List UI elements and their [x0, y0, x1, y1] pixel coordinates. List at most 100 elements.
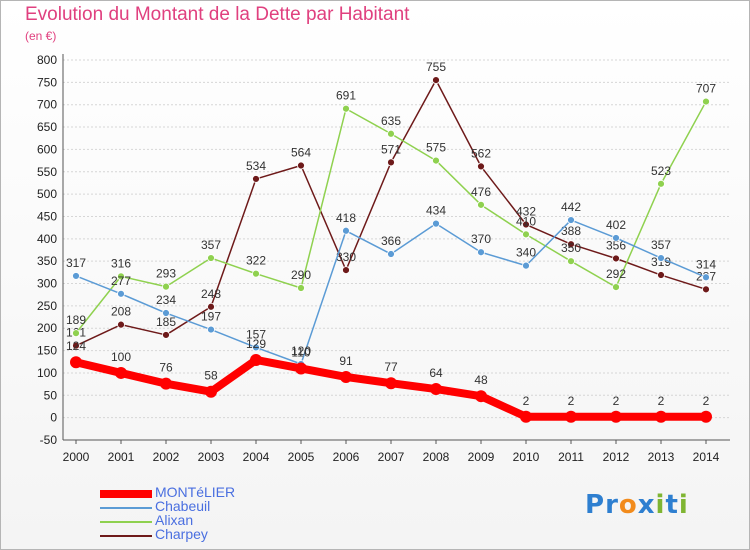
data-point — [252, 269, 260, 278]
y-tick-label: 800 — [37, 53, 57, 67]
data-label: 157 — [246, 327, 266, 341]
x-tick-label: 2006 — [333, 450, 360, 464]
data-point — [385, 377, 397, 390]
data-point — [252, 175, 260, 183]
data-label: 370 — [471, 232, 491, 246]
data-point — [340, 370, 352, 383]
data-label: 290 — [291, 268, 311, 282]
data-label: 330 — [336, 250, 356, 264]
data-point — [342, 266, 350, 275]
data-point — [297, 161, 305, 170]
logo-letter: o — [618, 490, 638, 520]
y-tick-label: 450 — [37, 209, 57, 223]
data-label: 2 — [568, 394, 575, 408]
x-tick-label: 2010 — [513, 450, 540, 464]
data-point — [610, 410, 622, 423]
y-tick-label: 200 — [37, 321, 57, 335]
x-tick-label: 2008 — [423, 450, 450, 464]
y-tick-label: 600 — [37, 142, 57, 156]
data-point — [387, 158, 395, 167]
data-point — [162, 331, 170, 339]
data-point — [612, 254, 620, 263]
data-label: 707 — [696, 82, 716, 96]
y-tick-label: -50 — [40, 433, 58, 447]
data-point — [250, 353, 262, 366]
data-label: 319 — [651, 255, 671, 269]
data-point — [655, 410, 667, 423]
y-tick-label: 750 — [37, 75, 57, 89]
data-label: 316 — [111, 256, 131, 270]
y-tick-label: 500 — [37, 187, 57, 201]
data-label: 418 — [336, 211, 356, 225]
data-label: 124 — [66, 339, 86, 353]
legend-label: Charpey — [155, 526, 208, 542]
x-tick-label: 2003 — [198, 450, 225, 464]
data-point — [252, 343, 260, 352]
y-tick-label: 650 — [37, 120, 57, 134]
data-point — [477, 162, 485, 171]
data-label: 691 — [336, 89, 356, 103]
data-label: 2 — [523, 394, 530, 408]
data-point — [432, 219, 440, 228]
data-point — [207, 254, 215, 262]
data-label: 2 — [658, 394, 665, 408]
data-point — [477, 248, 485, 257]
y-tick-label: 50 — [44, 388, 58, 402]
x-tick-label: 2013 — [648, 450, 675, 464]
data-point — [612, 234, 620, 242]
data-label: 322 — [246, 254, 266, 268]
data-label: 110 — [291, 345, 310, 359]
data-point — [160, 377, 172, 390]
legend-label: Chabeuil — [155, 498, 211, 514]
data-point — [475, 390, 487, 403]
data-label: 76 — [159, 361, 173, 375]
chart-title: Evolution du Montant de la Dette par Hab… — [25, 4, 410, 25]
data-point — [387, 250, 395, 258]
data-label: 442 — [561, 200, 581, 214]
data-point — [72, 272, 80, 280]
data-point — [432, 156, 440, 165]
data-point — [522, 261, 530, 270]
data-point — [657, 179, 665, 188]
x-tick-label: 2004 — [243, 450, 270, 464]
data-point — [430, 383, 442, 396]
data-point — [657, 254, 665, 262]
data-point — [432, 76, 440, 85]
data-label: 402 — [606, 218, 626, 232]
data-label: 293 — [156, 267, 176, 281]
x-tick-label: 2014 — [693, 450, 720, 464]
data-point — [117, 272, 125, 281]
data-label: 571 — [381, 142, 401, 156]
data-label: 523 — [651, 164, 671, 178]
data-label: 356 — [606, 238, 626, 252]
x-tick-label: 2000 — [63, 450, 90, 464]
data-label: 248 — [201, 287, 221, 301]
data-label: 357 — [201, 238, 221, 252]
data-point — [70, 356, 82, 369]
x-tick-label: 2009 — [468, 450, 495, 464]
y-tick-label: 0 — [50, 411, 57, 425]
data-label: 575 — [426, 141, 446, 155]
data-label: 410 — [516, 214, 536, 228]
data-label: 564 — [291, 146, 311, 160]
y-tick-label: 150 — [37, 344, 57, 358]
data-point — [295, 362, 307, 375]
data-label: 197 — [201, 310, 221, 324]
data-label: 292 — [606, 267, 626, 281]
data-label: 755 — [426, 60, 446, 74]
x-tick-label: 2005 — [288, 450, 315, 464]
logo-letter: t — [665, 490, 679, 520]
data-point — [567, 257, 575, 266]
data-label: 2 — [703, 394, 710, 408]
data-point — [565, 410, 577, 423]
data-label: 91 — [339, 354, 353, 368]
data-label: 48 — [474, 373, 488, 387]
x-tick-label: 2007 — [378, 450, 405, 464]
data-label: 340 — [516, 246, 536, 260]
data-label: 357 — [651, 238, 671, 252]
data-point — [522, 220, 530, 229]
data-label: 189 — [66, 313, 86, 327]
data-point — [520, 410, 532, 423]
data-label: 366 — [381, 234, 401, 248]
proxiti-logo: Proxiti — [585, 490, 689, 520]
